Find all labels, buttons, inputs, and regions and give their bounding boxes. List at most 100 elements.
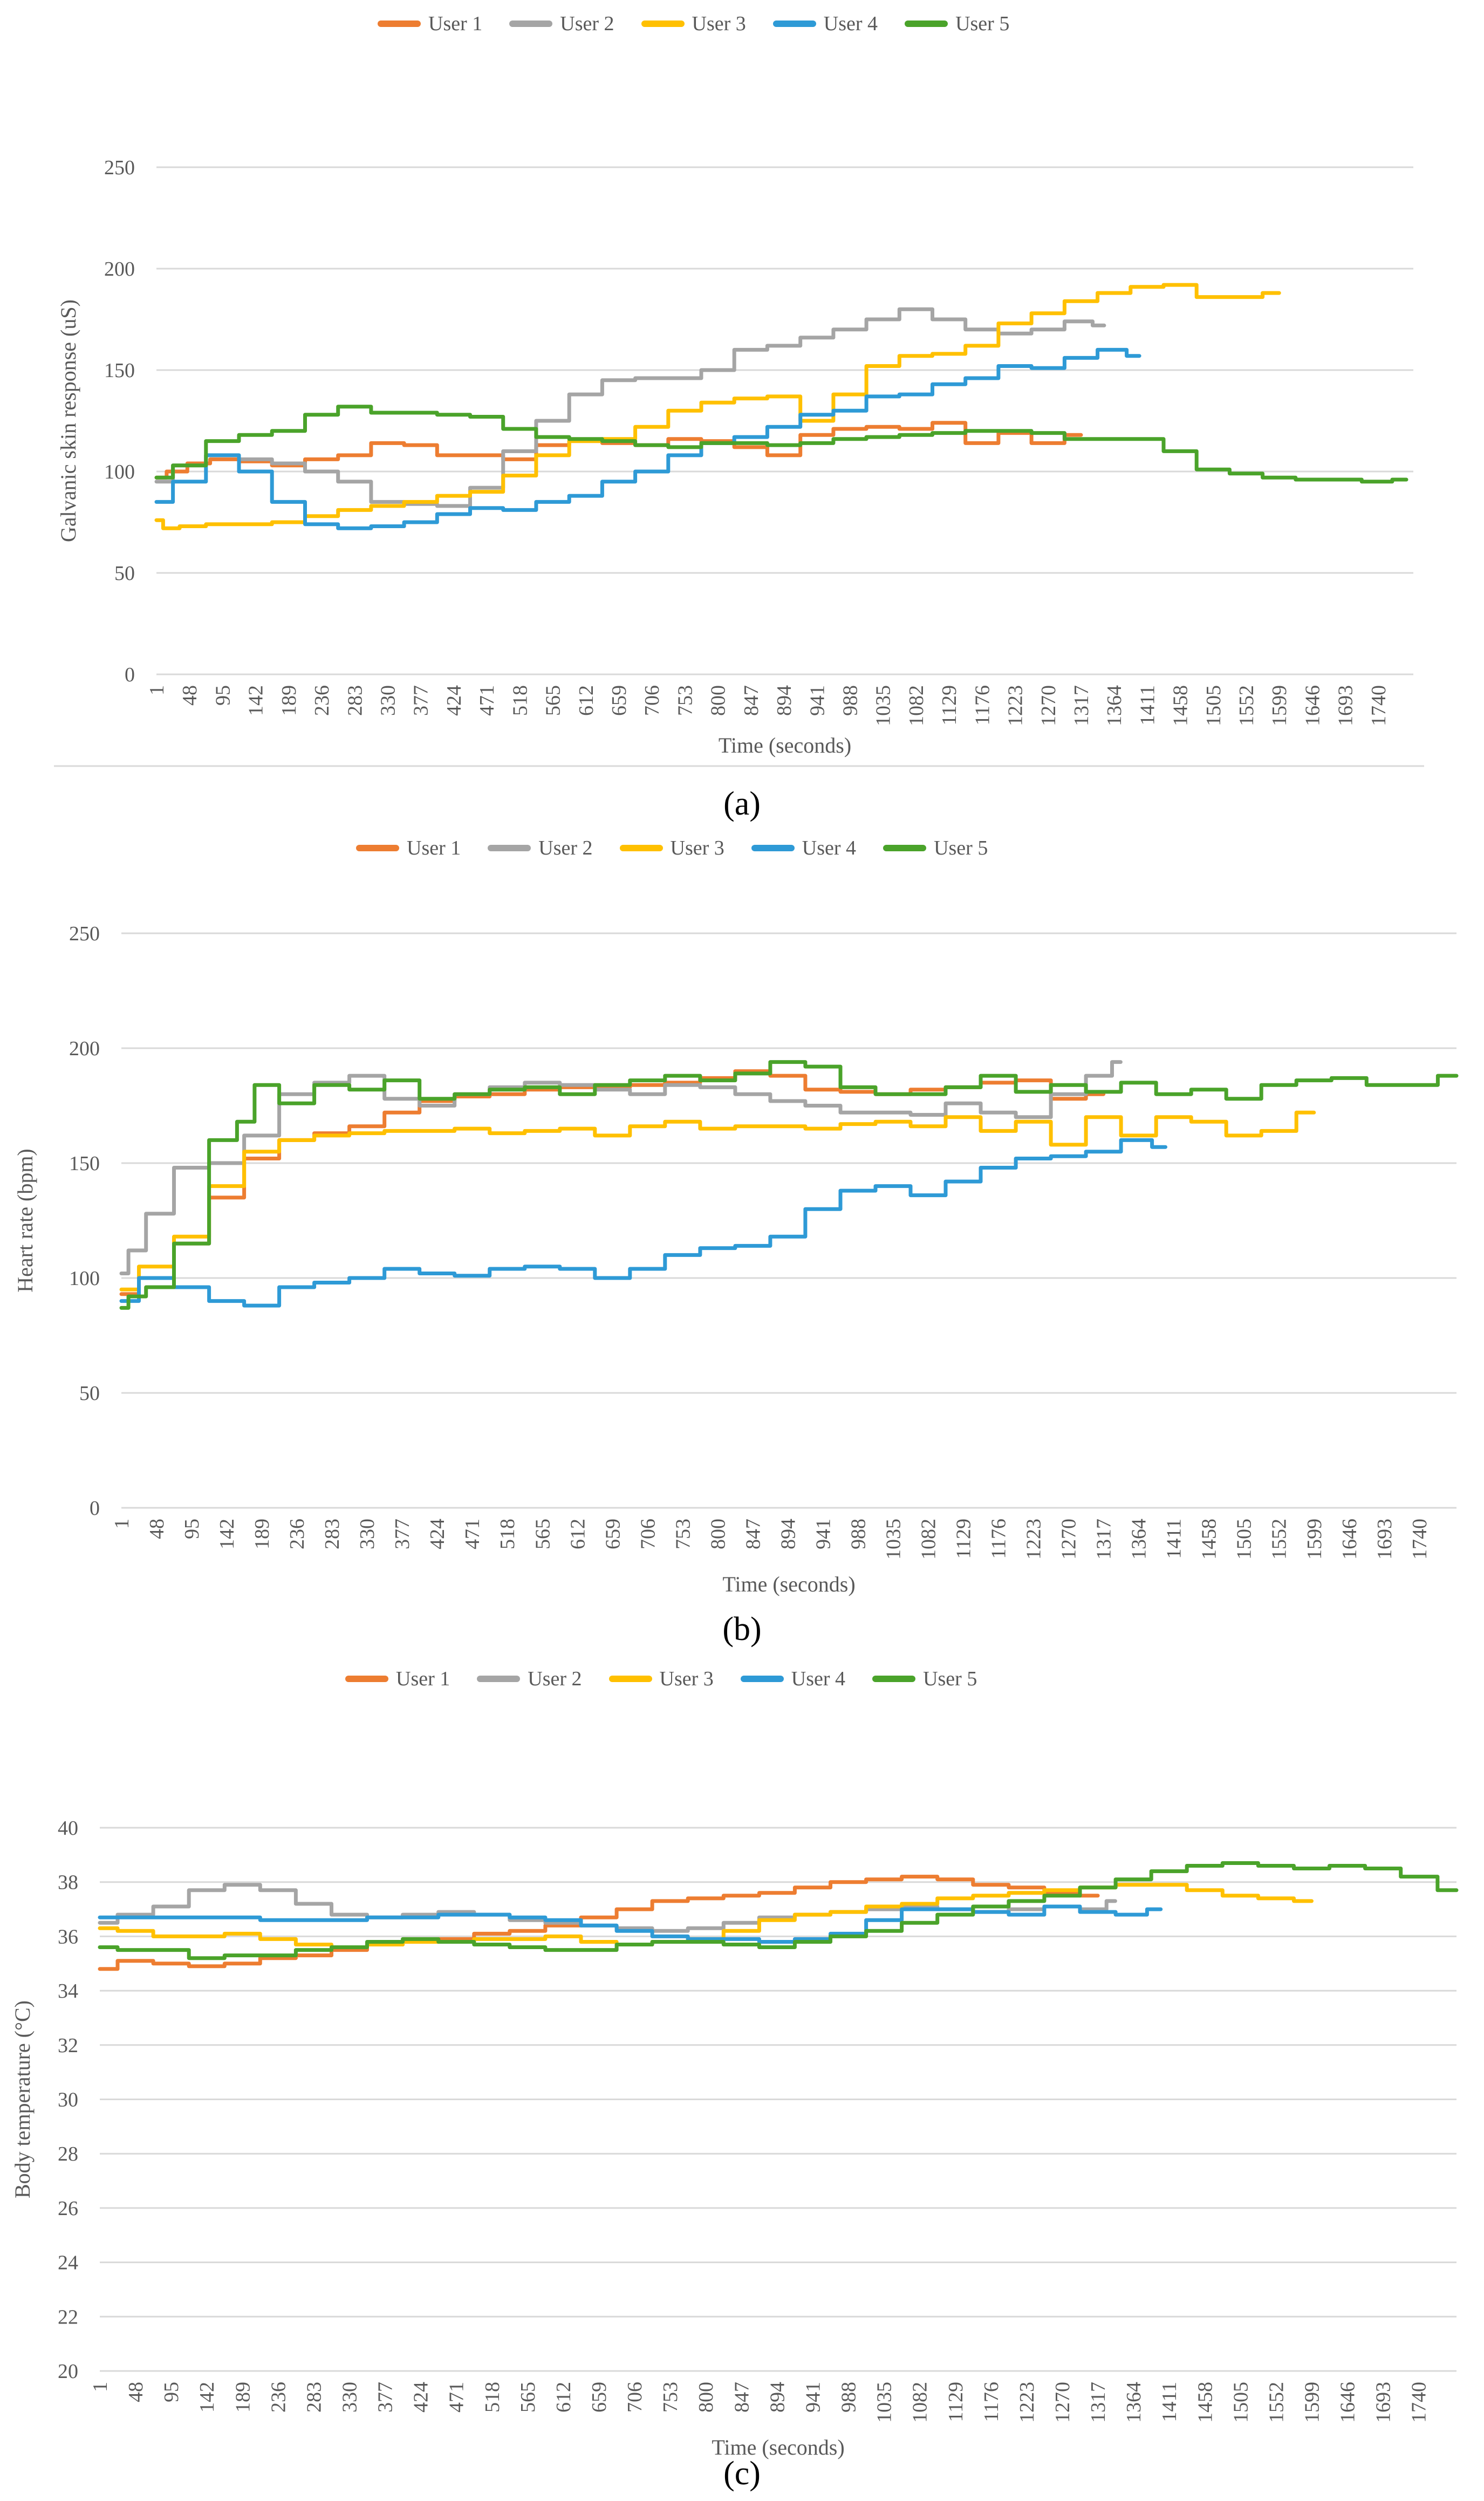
y-tick-label: 32 [58, 2034, 78, 2057]
x-tick-label: 1458 [1194, 2382, 1216, 2423]
chart-b: 0 50 100 150 200 250 1 48 95 142 189 236 283 330 377 42… [13, 922, 1459, 1596]
x-tick-label: 565 [531, 1519, 554, 1549]
x-tick-label: 48 [125, 2382, 147, 2402]
caption-c: (c) [723, 2455, 761, 2492]
x-tick-label: 1646 [1337, 2382, 1359, 2423]
x-tick-label: 1364 [1123, 2382, 1145, 2423]
x-tick-label: 48 [146, 1519, 168, 1539]
y-tick-label: 28 [58, 2143, 78, 2165]
y-tick-label: 50 [114, 562, 135, 585]
caption-b: (b) [722, 1611, 762, 1648]
x-tick-label: 706 [637, 1519, 659, 1549]
x-tick-label: 471 [446, 2382, 468, 2413]
x-tick-label: 236 [311, 685, 333, 716]
x-tick-label: 330 [377, 685, 399, 716]
x-tick-label: 95 [181, 1519, 203, 1539]
x-tick-label: 142 [216, 1519, 238, 1549]
x-tick-label: 424 [443, 685, 466, 716]
x-tick-label: 1223 [1016, 2382, 1038, 2423]
x-axis-title: Time (seconds) [722, 1572, 855, 1596]
x-tick-label: 612 [552, 2382, 575, 2413]
x-tick-label: 1223 [1004, 685, 1027, 726]
legend-c: User 1 User 2 User 3 User 4 User 5 [345, 1667, 977, 1691]
x-tick-label: 753 [659, 2382, 682, 2413]
x-tick-label: 1317 [1093, 1519, 1116, 1560]
x-tick-label: 95 [160, 2382, 183, 2402]
y-tick-label: 100 [69, 1267, 100, 1290]
x-tick-label: 800 [707, 1519, 729, 1549]
x-tick-label: 283 [321, 1519, 344, 1549]
x-tick-label: 424 [410, 2382, 433, 2413]
y-tick-label: 30 [58, 2089, 78, 2112]
series-line-user-1 [98, 1875, 1100, 1971]
x-tick-label: 95 [211, 685, 234, 706]
x-tick-label: 753 [674, 685, 696, 716]
x-tick-label: 142 [196, 2382, 218, 2413]
x-tick-label: 612 [566, 1519, 589, 1549]
x-tick-label: 659 [601, 1519, 624, 1549]
x-tick-label: 800 [695, 2382, 717, 2413]
x-tick-label: 659 [588, 2382, 611, 2413]
x-tick-label: 1317 [1087, 2382, 1110, 2423]
legend-item-user-4: User 4 [772, 12, 878, 36]
x-tick-label: 753 [672, 1519, 694, 1549]
legend-item-user-4: User 4 [751, 836, 856, 860]
y-tick-label: 0 [125, 664, 135, 686]
x-tick-label: 612 [575, 685, 598, 716]
x-tick-label: 518 [481, 2382, 504, 2413]
series-line-user-2 [119, 1060, 1123, 1275]
x-tick-label: 1129 [945, 2382, 967, 2422]
x-tick-label: 1082 [918, 1519, 940, 1560]
x-tick-label: 1552 [1235, 685, 1258, 726]
x-tick-label: 1082 [909, 2382, 932, 2423]
x-tick-label: 1505 [1233, 1519, 1256, 1560]
x-tick-label: 941 [812, 1519, 835, 1549]
legend-item-user-3: User 3 [619, 836, 724, 860]
x-tick-label: 1035 [882, 1519, 905, 1560]
x-tick-label: 471 [461, 1519, 484, 1549]
chart-c: 20 22 24 26 28 30 32 34 36 38 40 1 48 95 142 189 236 283 3… [10, 1817, 1459, 2459]
x-tick-label: 1458 [1170, 685, 1192, 726]
series-line-user-4 [154, 347, 1141, 530]
y-tick-label: 150 [104, 359, 135, 382]
x-axis-title: Time (seconds) [719, 733, 851, 757]
x-tick-label: 1693 [1373, 1519, 1396, 1560]
x-tick-label: 1552 [1268, 1519, 1291, 1560]
series-line-user-5 [154, 405, 1408, 484]
x-tick-label: 1599 [1303, 1519, 1326, 1560]
x-tick-label: 706 [624, 2382, 646, 2413]
x-tick-label: 1740 [1367, 685, 1390, 726]
x-tick-label: 283 [303, 2382, 325, 2413]
x-tick-label: 565 [542, 685, 565, 716]
x-tick-label: 1646 [1301, 685, 1324, 726]
x-tick-label: 1082 [905, 685, 928, 726]
series-line-user-4 [98, 1904, 1163, 1944]
legend-item-user-5: User 5 [872, 1667, 977, 1691]
chart-a: 0 50 100 150 200 250 1 48 95 142 189 236 283 330 377 42… [54, 156, 1424, 767]
x-tick-label: 189 [251, 1519, 273, 1549]
x-tick-label: 1740 [1408, 1519, 1431, 1560]
legend-item-user-3: User 3 [641, 12, 746, 36]
panel-a: User 1 User 2 User 3 User 4 User 5 0 50 10… [0, 0, 1484, 822]
x-tick-label: 424 [426, 1519, 449, 1549]
x-tick-label: 377 [374, 2382, 397, 2413]
x-tick-label: 1599 [1301, 2382, 1323, 2423]
x-tick-label: 189 [278, 685, 300, 716]
legend-item-user-1: User 1 [345, 1667, 450, 1691]
x-tick-label: 1129 [953, 1519, 975, 1559]
panel-b: User 1 User 2 User 3 User 4 User 5 0 50 10… [0, 825, 1484, 1667]
panel-c: User 1 User 2 User 3 User 4 User 5 20 22 2… [0, 1656, 1484, 2501]
series-line-user-3 [119, 1110, 1316, 1292]
x-tick-label: 1 [89, 2382, 112, 2392]
legend-item-user-2: User 2 [509, 12, 614, 36]
x-tick-label: 941 [802, 2382, 824, 2413]
legend-item-user-5: User 5 [883, 836, 988, 860]
y-tick-label: 36 [58, 1925, 78, 1948]
y-tick-label: 22 [58, 2306, 78, 2328]
x-tick-label: 377 [410, 685, 433, 716]
x-tick-label: 1646 [1338, 1519, 1361, 1560]
x-tick-label: 377 [391, 1519, 414, 1549]
x-tick-label: 1176 [980, 2382, 1003, 2422]
x-tick-label: 988 [839, 685, 861, 716]
x-axis-title: Time (seconds) [712, 2435, 844, 2459]
